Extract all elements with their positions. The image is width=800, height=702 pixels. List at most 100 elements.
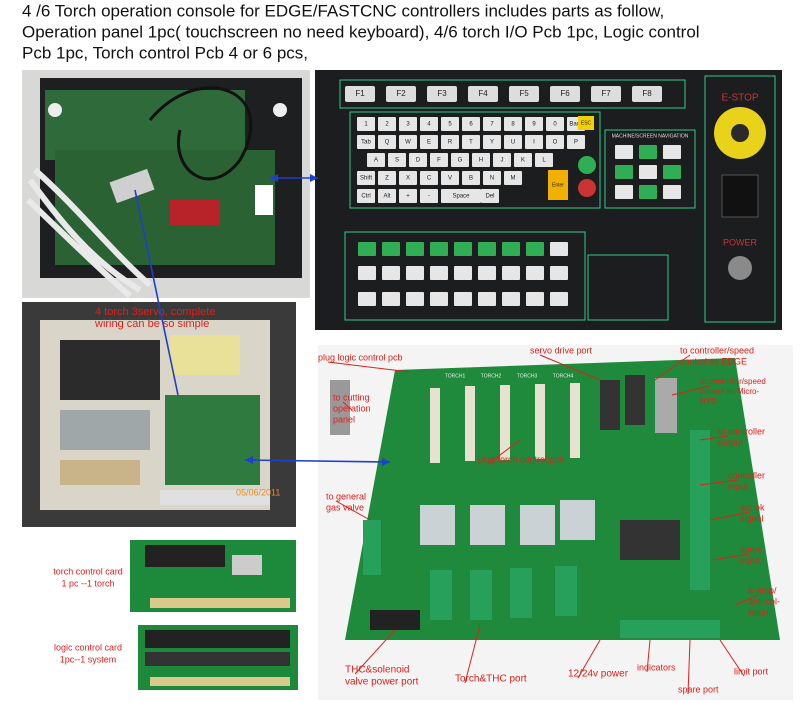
annotation: to controller bbox=[718, 426, 765, 436]
annotation: lision bbox=[748, 607, 769, 617]
lower-key bbox=[502, 266, 520, 280]
key bbox=[493, 153, 511, 167]
annotation: to general bbox=[326, 491, 366, 501]
lower-key bbox=[526, 266, 544, 280]
annotation: input bbox=[728, 481, 748, 491]
annotation: to controller/speed bbox=[700, 377, 766, 386]
key-label: Alt bbox=[383, 194, 390, 200]
key-label: D bbox=[416, 158, 421, 164]
key-label: N bbox=[490, 176, 494, 182]
annotation: panel bbox=[333, 414, 355, 424]
key bbox=[462, 117, 480, 131]
function-key-label: F3 bbox=[437, 89, 447, 98]
annotation: E-stop/ bbox=[748, 585, 777, 595]
key bbox=[483, 117, 501, 131]
key-label: R bbox=[448, 140, 453, 146]
cabinet-caption: wiring can be so simple bbox=[94, 318, 209, 330]
key-label: U bbox=[511, 140, 515, 146]
card-caption: 1pc--1 system bbox=[60, 654, 117, 664]
logic-card-photo bbox=[138, 625, 298, 690]
key-label: S bbox=[395, 158, 399, 164]
annotation: controller bbox=[728, 470, 765, 480]
nav-key bbox=[639, 145, 657, 159]
key bbox=[420, 117, 438, 131]
photo-date: 05/06/2011 bbox=[236, 487, 280, 497]
estop-label: E-STOP bbox=[721, 93, 758, 104]
annotation: valve power port bbox=[345, 677, 419, 688]
annotation: plug logic control pcb bbox=[318, 352, 403, 362]
annotation: arc ok bbox=[740, 502, 765, 512]
key bbox=[546, 117, 564, 131]
key bbox=[378, 135, 396, 149]
annotation-arrow bbox=[719, 639, 745, 677]
enter-key bbox=[548, 170, 568, 200]
key-label: T bbox=[469, 140, 473, 146]
card-caption: 1 pc --1 torch bbox=[61, 578, 114, 588]
torch-card-photo bbox=[130, 540, 296, 612]
key-label: Tab bbox=[361, 140, 371, 146]
lower-key bbox=[526, 292, 544, 306]
annotation: gas valve bbox=[326, 502, 364, 512]
annotation: spare port bbox=[678, 684, 719, 694]
connector-arrow bbox=[134, 189, 179, 396]
annotation-arrow bbox=[687, 639, 691, 695]
key-label: W bbox=[405, 140, 411, 146]
key bbox=[441, 117, 459, 131]
silkscreen: TORCH1 bbox=[445, 373, 466, 379]
lower-key bbox=[454, 242, 472, 256]
key bbox=[357, 135, 375, 149]
key bbox=[409, 153, 427, 167]
key-label: 0 bbox=[553, 122, 557, 128]
key bbox=[420, 171, 438, 185]
function-key bbox=[386, 86, 416, 102]
key-label: + bbox=[406, 194, 410, 200]
header-line: 4 /6 Torch operation console for EDGE/FA… bbox=[22, 1, 664, 20]
key bbox=[525, 135, 543, 149]
annotation-arrow bbox=[734, 594, 759, 606]
lower-key bbox=[430, 266, 448, 280]
key bbox=[441, 135, 459, 149]
lower-key bbox=[478, 242, 496, 256]
key bbox=[378, 189, 396, 203]
connector-arrow bbox=[244, 459, 391, 463]
lower-key bbox=[478, 292, 496, 306]
annotation: input bbox=[740, 555, 760, 565]
key bbox=[399, 189, 417, 203]
annotation: indicators bbox=[637, 662, 676, 672]
key bbox=[462, 171, 480, 185]
nav-key bbox=[639, 165, 657, 179]
harness-photo bbox=[22, 70, 310, 299]
lower-key bbox=[502, 292, 520, 306]
silkscreen: TORCH3 bbox=[517, 373, 538, 379]
key bbox=[441, 171, 459, 185]
annotation-arrow bbox=[577, 639, 601, 679]
key-label: V bbox=[448, 176, 452, 182]
key-label: O bbox=[553, 140, 558, 146]
key bbox=[514, 153, 532, 167]
annotation-arrow bbox=[327, 361, 411, 373]
function-key-label: F7 bbox=[601, 89, 611, 98]
lower-key bbox=[550, 242, 568, 256]
key-label: 7 bbox=[490, 122, 494, 128]
lower-key bbox=[550, 292, 568, 306]
io-board-photo bbox=[318, 345, 793, 700]
lower-key bbox=[406, 242, 424, 256]
key-label: 2 bbox=[385, 122, 389, 128]
annotation-arrow bbox=[699, 435, 729, 441]
annotation: HYD bbox=[700, 397, 717, 406]
annotation: Torch&THC port bbox=[455, 674, 527, 685]
annotation: control as EDGE bbox=[680, 356, 747, 366]
key-label: C bbox=[427, 176, 432, 182]
annotation: operation bbox=[333, 403, 371, 413]
annotation-arrow bbox=[699, 479, 739, 486]
key-label: H bbox=[479, 158, 483, 164]
annotation-arrow bbox=[646, 639, 651, 673]
lower-key bbox=[430, 242, 448, 256]
key-label: 8 bbox=[511, 122, 515, 128]
annotation: output bbox=[718, 437, 744, 447]
lower-key bbox=[382, 266, 400, 280]
annotation: signal bbox=[740, 513, 764, 523]
key bbox=[378, 171, 396, 185]
key-label: Shift bbox=[360, 176, 372, 182]
annotation-arrow bbox=[335, 500, 371, 521]
